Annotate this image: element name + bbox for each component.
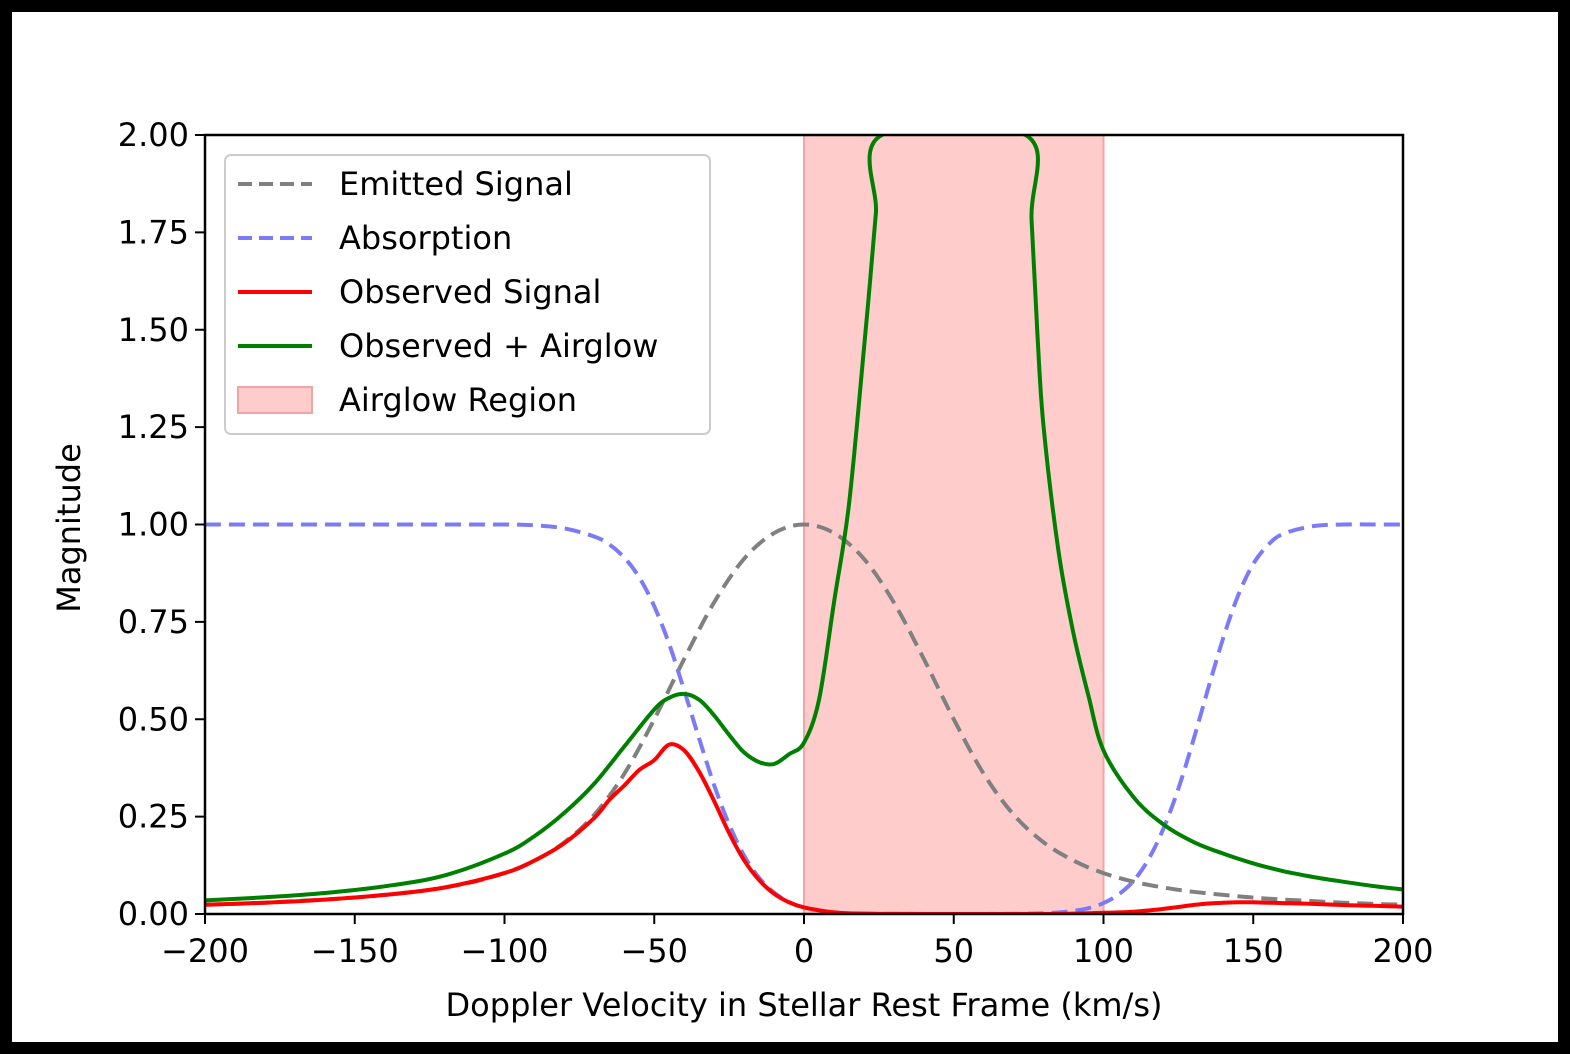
x-tick-label: −50 [620, 932, 688, 970]
x-tick-label: 200 [1372, 932, 1433, 970]
absorption-line [205, 522, 1403, 914]
legend-label-absorption: Absorption [339, 219, 512, 257]
legend-label-emitted: Emitted Signal [339, 165, 573, 203]
x-tick-label: −150 [311, 932, 399, 970]
legend-label-observed-airglow: Observed + Airglow [339, 327, 658, 365]
y-tick-label: 1.50 [118, 311, 189, 349]
y-tick-label: 2.00 [118, 116, 189, 154]
legend-label-airglow-region: Airglow Region [339, 381, 577, 419]
x-tick-label: −200 [161, 932, 249, 970]
y-tick-label: 0.25 [118, 798, 189, 836]
x-tick-label: 0 [794, 932, 814, 970]
y-tick-label: 0.75 [118, 603, 189, 641]
legend: Emitted Signal Absorption Observed Signa… [224, 154, 711, 435]
x-tick-label: 100 [1073, 932, 1134, 970]
legend-label-observed: Observed Signal [339, 273, 601, 311]
observed-signal-line [205, 742, 1403, 914]
legend-swatch-airglow-region [237, 386, 313, 414]
y-tick-label: 0.00 [118, 895, 189, 933]
x-tick-label: −100 [461, 932, 549, 970]
legend-box [224, 154, 711, 435]
y-tick-label: 0.50 [118, 700, 189, 738]
x-tick-label: 150 [1223, 932, 1284, 970]
x-tick-label: 50 [933, 932, 974, 970]
y-tick-label: 1.75 [118, 213, 189, 251]
y-tick-label: 1.25 [118, 408, 189, 446]
airglow-region [804, 135, 1104, 914]
y-axis-label: Magnitude [50, 443, 88, 613]
y-tick-label: 1.00 [118, 506, 189, 544]
x-axis-label: Doppler Velocity in Stellar Rest Frame (… [446, 986, 1163, 1024]
observed-airglow-line [205, 135, 1403, 903]
